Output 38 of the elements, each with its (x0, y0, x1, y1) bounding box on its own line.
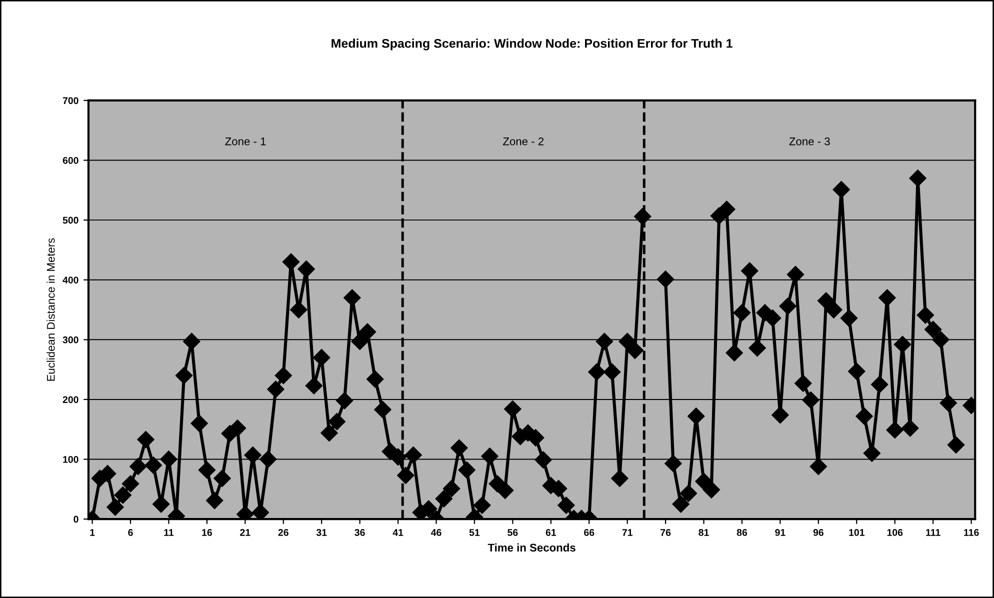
x-tick-label: 1 (90, 529, 95, 536)
x-tick-label: 61 (546, 529, 556, 536)
annotation: Zone - 3 (789, 137, 830, 146)
x-tick-label: 86 (736, 529, 748, 536)
x-tick-label: 26 (278, 529, 288, 536)
x-tick-label: 81 (698, 529, 709, 536)
x-tick-label: 91 (775, 529, 786, 536)
x-tick-label: 46 (430, 529, 442, 536)
x-tick-label: 116 (964, 529, 979, 536)
x-tick-label: 71 (622, 529, 632, 536)
x-tick-label: 111 (926, 529, 940, 536)
y-tick-label: 100 (63, 456, 78, 463)
x-tick-label: 76 (660, 529, 671, 536)
y-tick-label: 300 (62, 336, 78, 344)
x-tick-label: 101 (849, 529, 864, 536)
x-tick-label: 96 (813, 529, 824, 536)
x-tick-label: 6 (128, 529, 133, 536)
x-tick-label: 41 (392, 529, 404, 536)
y-tick-label: 400 (62, 276, 78, 284)
x-tick-label: 66 (584, 529, 594, 536)
annotation: Zone - 1 (225, 138, 266, 146)
x-tick-label: 16 (202, 529, 212, 536)
x-tick-label: 36 (354, 529, 365, 536)
x-tick-label: 11 (164, 529, 174, 536)
x-tick-label: 21 (240, 529, 250, 536)
x-tick-label: 31 (316, 529, 327, 536)
y-tick-label: 700 (62, 97, 78, 104)
y-tick-label: 0 (74, 516, 78, 523)
y-tick-label: 500 (62, 216, 78, 224)
y-tick-label: 600 (62, 157, 78, 164)
chart-title: Medium Spacing Scenario: Window Node: Position Error for Truth 1 (332, 38, 732, 50)
y-tick-label: 200 (62, 396, 78, 404)
x-tick-label: 51 (469, 529, 480, 536)
x-tick-label: 106 (887, 529, 903, 536)
x-axis-title: Time in Seconds (488, 543, 576, 552)
x-tick-label: 56 (508, 529, 518, 536)
annotation: Zone - 2 (503, 137, 544, 146)
y-axis-title: Euclidean Distance in Meters (46, 238, 55, 381)
